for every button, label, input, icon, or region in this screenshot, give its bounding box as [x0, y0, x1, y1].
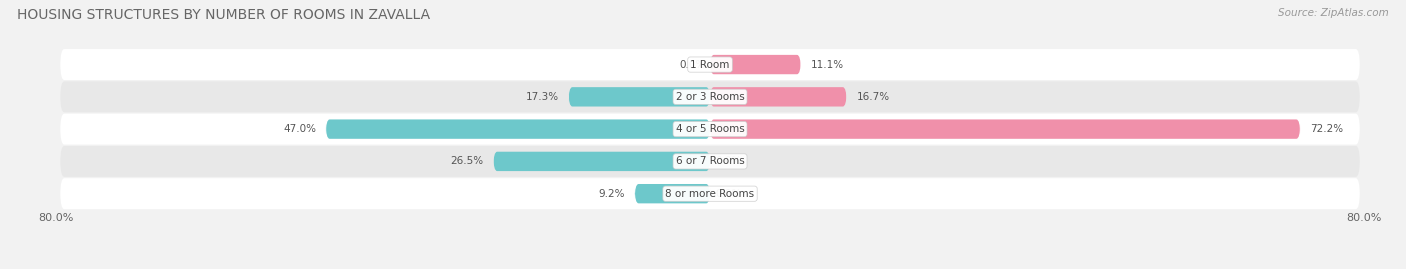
- Text: 9.2%: 9.2%: [599, 189, 626, 199]
- FancyBboxPatch shape: [60, 49, 1360, 80]
- Text: 2 or 3 Rooms: 2 or 3 Rooms: [676, 92, 744, 102]
- FancyBboxPatch shape: [710, 87, 846, 107]
- FancyBboxPatch shape: [60, 114, 1360, 145]
- FancyBboxPatch shape: [710, 119, 1301, 139]
- Text: 8 or more Rooms: 8 or more Rooms: [665, 189, 755, 199]
- Text: 11.1%: 11.1%: [810, 59, 844, 70]
- FancyBboxPatch shape: [494, 152, 710, 171]
- Text: 1 Room: 1 Room: [690, 59, 730, 70]
- Text: 0.0%: 0.0%: [679, 59, 706, 70]
- FancyBboxPatch shape: [60, 81, 1360, 112]
- Text: Source: ZipAtlas.com: Source: ZipAtlas.com: [1278, 8, 1389, 18]
- FancyBboxPatch shape: [710, 55, 801, 74]
- Text: 17.3%: 17.3%: [526, 92, 558, 102]
- Text: 72.2%: 72.2%: [1310, 124, 1343, 134]
- FancyBboxPatch shape: [60, 178, 1360, 209]
- FancyBboxPatch shape: [326, 119, 710, 139]
- Text: 16.7%: 16.7%: [856, 92, 890, 102]
- FancyBboxPatch shape: [568, 87, 710, 107]
- Text: 0.0%: 0.0%: [714, 156, 741, 167]
- Text: 47.0%: 47.0%: [283, 124, 316, 134]
- FancyBboxPatch shape: [60, 146, 1360, 177]
- FancyBboxPatch shape: [636, 184, 710, 203]
- Text: 26.5%: 26.5%: [450, 156, 484, 167]
- Text: HOUSING STRUCTURES BY NUMBER OF ROOMS IN ZAVALLA: HOUSING STRUCTURES BY NUMBER OF ROOMS IN…: [17, 8, 430, 22]
- Text: 0.0%: 0.0%: [714, 189, 741, 199]
- Legend: Owner-occupied, Renter-occupied: Owner-occupied, Renter-occupied: [582, 266, 838, 269]
- Text: 6 or 7 Rooms: 6 or 7 Rooms: [676, 156, 744, 167]
- Text: 4 or 5 Rooms: 4 or 5 Rooms: [676, 124, 744, 134]
